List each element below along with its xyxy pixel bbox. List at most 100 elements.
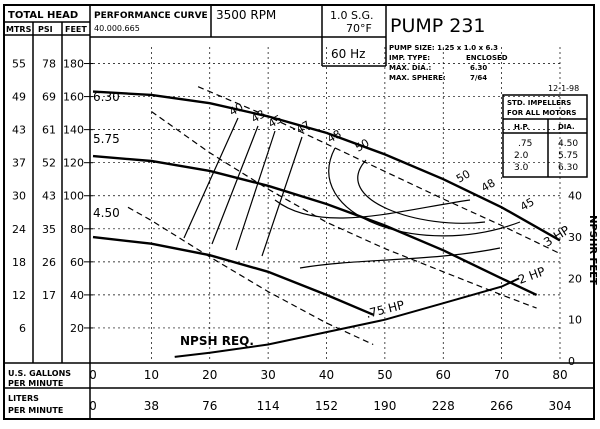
impeller-curve-5-75 <box>92 154 538 296</box>
impeller-row-dia: 4.50 <box>558 139 578 149</box>
efficiency-label-50: 50 <box>454 167 473 185</box>
y-mtrs-tick-label: 55 <box>12 58 26 71</box>
y-feet-tick-label: 100 <box>63 190 84 203</box>
unit-mtrs-label: MTRS <box>6 25 32 34</box>
rpm-label: 3500 RPM <box>216 8 276 22</box>
efficiency-contour-line <box>183 117 239 239</box>
x-lpm-tick-label: 266 <box>490 399 513 413</box>
y-mtrs-tick-label: 49 <box>12 91 26 104</box>
npsh-tick-label: 0 <box>568 355 575 368</box>
efficiency-label-45: 45 <box>518 195 537 213</box>
x-gpm-tick-label: 10 <box>144 368 159 382</box>
gpm-label-line1: U.S. GALLONS <box>8 369 71 378</box>
impeller-row-dia: 6.30 <box>558 163 578 173</box>
x-gpm-tick-label: 20 <box>202 368 217 382</box>
y-feet-tick-label: 180 <box>63 58 84 71</box>
efficiency-label-47: 47 <box>294 118 313 136</box>
efficiency-contour-45 <box>299 247 501 269</box>
x-lpm-tick-label: 38 <box>144 399 159 413</box>
y-psi-tick-label: 17 <box>42 289 56 302</box>
date-label: 12-1-98 <box>548 84 579 93</box>
efficiency-label-40: 40 <box>227 100 246 118</box>
outer-frame <box>3 4 595 420</box>
efficiency-contour-line <box>211 125 259 245</box>
x-lpm-tick-label: 228 <box>432 399 455 413</box>
efficiency-label-50: 50 <box>353 136 372 154</box>
x-gpm-tick-label: 50 <box>377 368 392 382</box>
efficiency-label-48: 48 <box>479 176 498 194</box>
unit-psi-label: PSI <box>38 25 53 34</box>
impeller-table-title1: STD. IMPELLERS <box>507 99 571 107</box>
curve-label-4-50: 4.50 <box>93 206 120 220</box>
y-feet-tick-label: 140 <box>63 124 84 137</box>
y-feet-tick-label: 120 <box>63 157 84 170</box>
impeller-curve-6-30 <box>92 90 561 242</box>
max-dia-value: 6.30 <box>470 64 487 72</box>
impeller-row-hp: .75 <box>518 139 532 149</box>
curve-label-5-75: 5.75 <box>93 132 120 146</box>
impeller-table-title2: FOR ALL MOTORS <box>507 109 576 117</box>
x-gpm-tick-label: 40 <box>319 368 334 382</box>
y-mtrs-tick-label: 43 <box>12 124 26 137</box>
y-psi-tick-label: 26 <box>42 256 56 269</box>
x-lpm-tick-label: 114 <box>257 399 280 413</box>
impeller-row-hp: 2.0 <box>514 151 529 161</box>
hz-label: 60 Hz <box>331 47 365 61</box>
y-feet-tick-label: 80 <box>70 223 84 236</box>
x-gpm-tick-label: 80 <box>552 368 567 382</box>
y-mtrs-tick-label: 18 <box>12 256 26 269</box>
hp-line-3HP <box>197 86 561 255</box>
efficiency-label-45: 45 <box>266 112 285 130</box>
npsh-tick-label: 10 <box>568 314 582 327</box>
gpm-label-line2: PER MINUTE <box>8 379 63 388</box>
efficiency-contour-50 <box>357 159 486 224</box>
imp-type-value: ENCLOSED <box>466 54 508 62</box>
sg-label: 1.0 S.G. <box>330 9 374 22</box>
x-gpm-tick-label: 70 <box>494 368 509 382</box>
y-psi-tick-label: 52 <box>42 157 56 170</box>
performance-curve-label: PERFORMANCE CURVE <box>94 11 208 21</box>
x-lpm-tick-label: 152 <box>315 399 338 413</box>
efficiency-contour-48 <box>328 147 521 237</box>
max-sphere-value: 7/64 <box>470 74 487 82</box>
y-feet-tick-label: 40 <box>70 289 84 302</box>
impeller-curve-4-50 <box>92 235 374 316</box>
max-dia-label: MAX. DIA.: <box>389 64 431 72</box>
y-mtrs-tick-label: 30 <box>12 190 26 203</box>
y-psi-tick-label: 78 <box>42 58 56 71</box>
pump-title: PUMP 231 <box>390 15 486 37</box>
lpm-label-line1: LITERS <box>8 394 39 403</box>
y-psi-tick-label: 61 <box>42 124 56 137</box>
npsh-tick-label: 40 <box>568 190 582 203</box>
y-mtrs-tick-label: 6 <box>19 322 26 335</box>
efficiency-label-48: 48 <box>325 127 344 145</box>
y-feet-tick-label: 60 <box>70 256 84 269</box>
y-mtrs-tick-label: 12 <box>12 289 26 302</box>
imp-type-label: IMP. TYPE: <box>389 54 430 62</box>
npsh-tick-label: 30 <box>568 231 582 244</box>
y-mtrs-tick-label: 37 <box>12 157 26 170</box>
efficiency-contour-inner <box>274 199 471 219</box>
y-psi-tick-label: 69 <box>42 91 56 104</box>
y-feet-tick-label: 160 <box>63 91 84 104</box>
npsh-req-label: NPSH REQ. <box>180 334 254 348</box>
x-lpm-tick-label: 304 <box>549 399 572 413</box>
lpm-label-line2: PER MINUTE <box>8 406 63 415</box>
npsh-curve <box>174 277 520 358</box>
hp-label-2: 2 HP <box>516 264 547 287</box>
x-gpm-tick-label: 60 <box>436 368 451 382</box>
npsh-axis-label: NPSHR FEET <box>587 215 598 285</box>
hp-label-3: 3 HP <box>541 223 572 250</box>
max-sphere-label: MAX. SPHERE: <box>389 74 446 82</box>
impeller-col-dia: DIA. <box>558 123 575 131</box>
impeller-col-hp: H.P. <box>514 123 529 131</box>
temp-label: 70°F <box>346 22 372 35</box>
x-gpm-tick-label: 0 <box>89 368 97 382</box>
curve-number: 40.000.665 <box>94 24 140 33</box>
pump-size: PUMP SIZE: 1.25 x 1.0 x 6.3 <box>389 44 498 52</box>
hp-line-75HP <box>127 206 374 346</box>
impeller-row-dia: 5.75 <box>558 151 578 161</box>
total-head-label: TOTAL HEAD <box>8 10 78 21</box>
